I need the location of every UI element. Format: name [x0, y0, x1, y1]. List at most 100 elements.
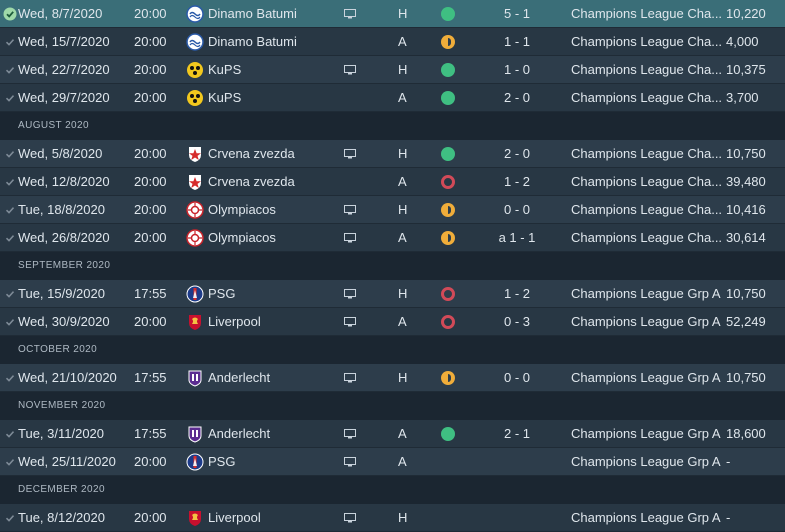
- tv-icon: [344, 448, 356, 476]
- match-date: Wed, 22/7/2020: [18, 62, 110, 77]
- score: 1 - 2: [503, 286, 530, 301]
- result-loss-icon: [441, 280, 457, 308]
- opponent-link[interactable]: Liverpool: [208, 314, 261, 329]
- tv-icon: [344, 280, 356, 308]
- competition-link[interactable]: Champions League Grp A: [571, 510, 721, 525]
- attendance: 30,614: [726, 230, 766, 245]
- score: 2 - 0: [503, 90, 530, 105]
- fixture-row[interactable]: Wed, 25/11/2020 20:00 PSG A Champions League…: [0, 448, 785, 476]
- month-section-header: SEPTEMBER 2020: [0, 252, 785, 280]
- dinamo-batumi-crest-icon: [186, 0, 204, 28]
- check-icon: [3, 224, 17, 252]
- tv-icon: [344, 224, 356, 252]
- opponent-link[interactable]: Liverpool: [208, 510, 261, 525]
- attendance: 18,600: [726, 426, 766, 441]
- olympiacos-crest-icon: [186, 224, 204, 252]
- fixture-row[interactable]: Wed, 22/7/2020 20:00 KuPS H 1 - 0 Champions L…: [0, 56, 785, 84]
- match-time: 17:55: [134, 370, 167, 385]
- opponent-link[interactable]: Anderlecht: [208, 426, 271, 441]
- attendance: 10,750: [726, 286, 766, 301]
- liverpool-crest-icon: [186, 504, 204, 532]
- opponent-link[interactable]: Anderlecht: [208, 370, 271, 385]
- match-time: 20:00: [134, 34, 167, 49]
- opponent-link[interactable]: KuPS: [208, 90, 242, 105]
- opponent-link[interactable]: Olympiacos: [208, 230, 276, 245]
- opponent-link[interactable]: Dinamo Batumi: [208, 34, 297, 49]
- score: 0 - 0: [503, 202, 530, 217]
- check-icon: [3, 364, 17, 392]
- competition-link[interactable]: Champions League Cha...: [571, 174, 723, 189]
- competition-link[interactable]: Champions League Cha...: [571, 202, 723, 217]
- result-loss-icon: [441, 168, 457, 196]
- competition-link[interactable]: Champions League Grp A: [571, 314, 721, 329]
- result-win-icon: [441, 140, 457, 168]
- opponent-link[interactable]: PSG: [208, 454, 236, 469]
- competition-link[interactable]: Champions League Cha...: [571, 6, 723, 21]
- match-time: 20:00: [134, 510, 167, 525]
- fixture-row[interactable]: Tue, 15/9/2020 17:55 PSG H 1 - 2 Champions Le…: [0, 280, 785, 308]
- match-date: Wed, 30/9/2020: [18, 314, 110, 329]
- venue: H: [398, 62, 408, 77]
- check-icon: [3, 308, 17, 336]
- match-time: 20:00: [134, 454, 167, 469]
- match-time: 20:00: [134, 62, 167, 77]
- competition-link[interactable]: Champions League Grp A: [571, 454, 721, 469]
- match-date: Tue, 3/11/2020: [18, 426, 105, 441]
- month-section-header: AUGUST 2020: [0, 112, 785, 140]
- fixture-row[interactable]: Wed, 8/7/2020 20:00 Dinamo Batumi H 5 - 1 Cha…: [0, 0, 785, 28]
- opponent-link[interactable]: Crvena zvezda: [208, 174, 295, 189]
- tv-icon: [344, 504, 356, 532]
- attendance: 39,480: [726, 174, 766, 189]
- competition-link[interactable]: Champions League Cha...: [571, 146, 723, 161]
- fixture-row[interactable]: Tue, 3/11/2020 17:55 Anderlecht A 2 - 1 Champ…: [0, 420, 785, 448]
- venue: A: [398, 90, 407, 105]
- venue: A: [398, 454, 407, 469]
- match-time: 17:55: [134, 286, 167, 301]
- opponent-link[interactable]: Olympiacos: [208, 202, 276, 217]
- match-date: Wed, 25/11/2020: [18, 454, 116, 469]
- tv-icon: [344, 420, 356, 448]
- competition-link[interactable]: Champions League Grp A: [571, 426, 721, 441]
- venue: H: [398, 6, 408, 21]
- score: a 1 - 1: [498, 230, 536, 245]
- match-time: 20:00: [134, 146, 167, 161]
- anderlecht-crest-icon: [186, 420, 204, 448]
- competition-link[interactable]: Champions League Cha...: [571, 90, 723, 105]
- opponent-link[interactable]: KuPS: [208, 62, 242, 77]
- fixture-row[interactable]: Wed, 12/8/2020 20:00 Crvena zvezda A 1 - 2 Ch…: [0, 168, 785, 196]
- fixture-row[interactable]: Tue, 18/8/2020 20:00 Olympiacos H 0 - 0 Champ…: [0, 196, 785, 224]
- competition-link[interactable]: Champions League Grp A: [571, 370, 721, 385]
- competition-link[interactable]: Champions League Grp A: [571, 286, 721, 301]
- opponent-link[interactable]: Crvena zvezda: [208, 146, 295, 161]
- match-date: Tue, 18/8/2020: [18, 202, 105, 217]
- competition-link[interactable]: Champions League Cha...: [571, 230, 723, 245]
- result-draw-icon: [441, 196, 457, 224]
- match-time: 17:55: [134, 426, 167, 441]
- fixture-row[interactable]: Wed, 15/7/2020 20:00 Dinamo Batumi A 1 - 1 Ch…: [0, 28, 785, 56]
- match-date: Wed, 21/10/2020: [18, 370, 117, 385]
- fixture-row[interactable]: Wed, 29/7/2020 20:00 KuPS A 2 - 0 Champions L…: [0, 84, 785, 112]
- match-time: 20:00: [134, 174, 167, 189]
- month-section-header: OCTOBER 2020: [0, 336, 785, 364]
- opponent-link[interactable]: PSG: [208, 286, 236, 301]
- result-draw-icon: [441, 364, 457, 392]
- tv-icon: [344, 308, 356, 336]
- competition-link[interactable]: Champions League Cha...: [571, 62, 723, 77]
- venue: H: [398, 202, 408, 217]
- result-win-icon: [441, 0, 457, 28]
- score: 1 - 2: [503, 174, 530, 189]
- match-date: Wed, 26/8/2020: [18, 230, 110, 245]
- fixture-row[interactable]: Tue, 8/12/2020 20:00 Liverpool H Champions L…: [0, 504, 785, 532]
- psg-crest-icon: [186, 448, 204, 476]
- fixture-row[interactable]: Wed, 5/8/2020 20:00 Crvena zvezda H 2 - 0 Cha…: [0, 140, 785, 168]
- olympiacos-crest-icon: [186, 196, 204, 224]
- fixture-row[interactable]: Wed, 30/9/2020 20:00 Liverpool A 0 - 3 Champi…: [0, 308, 785, 336]
- competition-link[interactable]: Champions League Cha...: [571, 34, 723, 49]
- opponent-link[interactable]: Dinamo Batumi: [208, 6, 297, 21]
- attendance: 10,750: [726, 370, 766, 385]
- match-date: Wed, 15/7/2020: [18, 34, 110, 49]
- check-icon: [3, 84, 17, 112]
- fixture-row[interactable]: Wed, 21/10/2020 17:55 Anderlecht H 0 - 0 Cham…: [0, 364, 785, 392]
